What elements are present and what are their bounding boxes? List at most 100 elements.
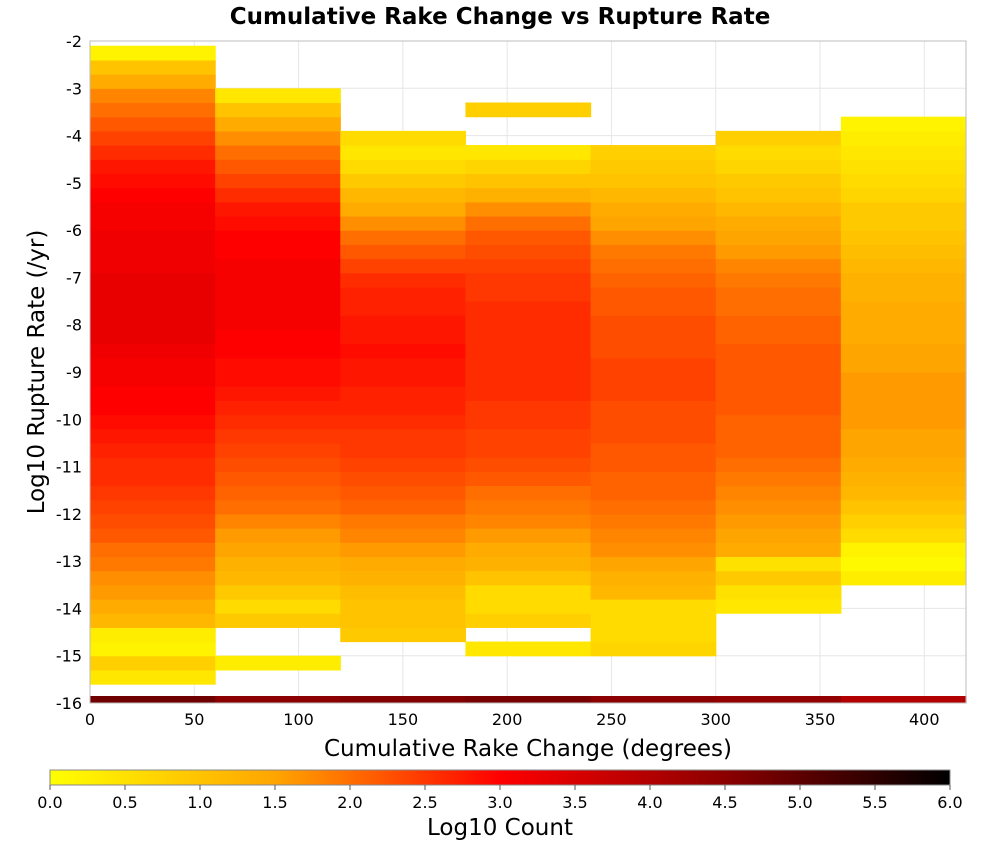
heatmap-cell (215, 329, 341, 345)
heatmap-cell (715, 329, 842, 345)
heatmap-cell (340, 159, 467, 174)
heatmap-cell (715, 499, 842, 515)
heatmap-floor-cell (465, 696, 592, 703)
heatmap-cell (590, 244, 717, 260)
heatmap-cell (840, 499, 967, 515)
heatmap-cell (90, 613, 216, 628)
heatmap-cell (215, 244, 341, 260)
heatmap-cell (465, 485, 592, 501)
heatmap-cell (90, 159, 216, 174)
heatmap-cell (715, 457, 842, 472)
heatmap-cell (340, 499, 467, 515)
heatmap-cell (590, 315, 717, 331)
heatmap-cell (590, 499, 717, 515)
heatmap-cell (465, 173, 592, 189)
colorbar (49, 769, 951, 786)
heatmap-cell (840, 201, 967, 217)
heatmap-cell (840, 400, 967, 416)
heatmap-cell (590, 272, 717, 288)
heatmap-cell (590, 145, 717, 160)
heatmap-cell (215, 372, 341, 387)
heatmap-cell (465, 258, 592, 274)
heatmap-cell (90, 457, 216, 472)
heatmap-cell (590, 301, 717, 316)
heatmap-cell (90, 329, 216, 345)
heatmap-cell (90, 215, 216, 231)
colorbar-label: Log10 Count (427, 815, 573, 841)
heatmap-cell (590, 584, 717, 600)
heatmap-cell (840, 542, 967, 558)
heatmap-cell (465, 556, 592, 572)
x-axis-ticks: 0 50 100 150 200 250 300 350 400 (85, 710, 940, 729)
heatmap-cell (715, 145, 842, 160)
heatmap-cell (340, 400, 467, 416)
heatmap-cell (840, 145, 967, 160)
heatmap-cell (340, 528, 467, 543)
heatmap-cell (715, 187, 842, 203)
heatmap-cell (590, 485, 717, 501)
heatmap-cell (840, 372, 967, 387)
heatmap-cell (90, 59, 216, 75)
heatmap-cell (465, 570, 592, 586)
heatmap-cell (590, 513, 717, 529)
heatmap-cell (215, 102, 341, 118)
heatmap-cell (840, 485, 967, 501)
heatmap-cell (465, 442, 592, 458)
heatmap-cell (340, 570, 467, 586)
heatmap-cell (715, 556, 842, 572)
heatmap-cell (465, 471, 592, 487)
x-tick-label: 350 (805, 710, 836, 729)
x-tick-label: 50 (184, 710, 204, 729)
heatmap-cell (215, 130, 341, 146)
heatmap-floor-cell (840, 696, 967, 703)
x-tick-label: 400 (909, 710, 940, 729)
heatmap-cell (465, 542, 592, 558)
heatmap-cell (215, 272, 341, 288)
heatmap-cell (215, 286, 341, 302)
heatmap-cell (215, 513, 341, 529)
heatmap-cell (215, 173, 341, 189)
y-tick-label: -3 (66, 79, 82, 98)
heatmap-cell (340, 329, 467, 345)
heatmap-cell (465, 102, 592, 118)
heatmap-cell (90, 542, 216, 558)
heatmap-cell (215, 471, 341, 487)
heatmap-cells (90, 45, 967, 703)
heatmap-cell (840, 159, 967, 174)
heatmap-cell (590, 386, 717, 401)
heatmap-cell (215, 230, 341, 245)
heatmap-cell (840, 130, 967, 146)
heatmap-cell (715, 414, 842, 430)
heatmap-cell (465, 201, 592, 217)
heatmap-cell (590, 343, 717, 359)
heatmap-cell (90, 641, 216, 657)
heatmap-cell (715, 372, 842, 387)
heatmap-cell (90, 301, 216, 316)
heatmap-cell (840, 187, 967, 203)
heatmap-cell (715, 442, 842, 458)
y-tick-label: -5 (66, 174, 82, 193)
heatmap-cell (840, 471, 967, 487)
heatmap-cell (715, 485, 842, 501)
colorbar-tick-label: 0.0 (37, 793, 62, 812)
colorbar-tick-label: 0.5 (112, 793, 137, 812)
heatmap-cell (590, 329, 717, 345)
colorbar-tick-label: 5.0 (787, 793, 812, 812)
heatmap-cell (465, 187, 592, 203)
heatmap-cell (715, 542, 842, 558)
heatmap-cell (340, 428, 467, 444)
heatmap-cell (465, 499, 592, 515)
heatmap-cell (340, 613, 467, 628)
heatmap-cell (215, 315, 341, 331)
heatmap-cell (90, 244, 216, 260)
heatmap-cell (90, 528, 216, 543)
heatmap-cell (90, 357, 216, 373)
heatmap-cell (715, 201, 842, 217)
heatmap-cell (590, 457, 717, 472)
heatmap-cell (215, 88, 341, 104)
heatmap-cell (590, 556, 717, 572)
heatmap-cell (90, 627, 216, 643)
heatmap-cell (590, 357, 717, 373)
heatmap-cell (465, 528, 592, 543)
heatmap-cell (340, 315, 467, 331)
